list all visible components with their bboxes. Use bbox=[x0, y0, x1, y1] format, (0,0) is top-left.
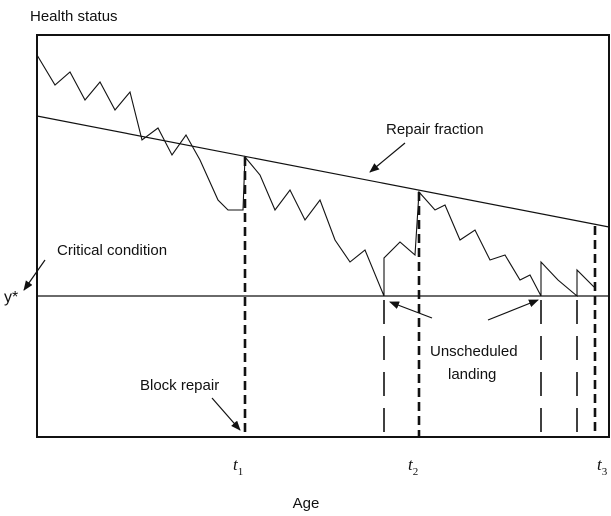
annotation: Block repair bbox=[140, 377, 219, 394]
time-mark: t1 bbox=[233, 455, 243, 478]
x-axis-label: Age bbox=[293, 495, 320, 512]
time-mark: t3 bbox=[597, 455, 608, 478]
annotation: Unscheduled bbox=[430, 343, 518, 360]
block-repair-lines bbox=[243, 157, 597, 437]
landing-lines bbox=[383, 300, 578, 437]
y-axis-label: Health status bbox=[30, 8, 118, 25]
repair-fraction-line bbox=[36, 115, 610, 228]
health-path bbox=[36, 54, 596, 298]
time-mark: t2 bbox=[408, 455, 418, 478]
annotation: Critical condition bbox=[57, 242, 167, 259]
threshold-label: y* bbox=[4, 289, 18, 306]
annotation: Repair fraction bbox=[386, 121, 484, 138]
annotation: landing bbox=[448, 366, 496, 383]
plot-frame bbox=[36, 34, 610, 438]
arrows bbox=[23, 142, 539, 431]
